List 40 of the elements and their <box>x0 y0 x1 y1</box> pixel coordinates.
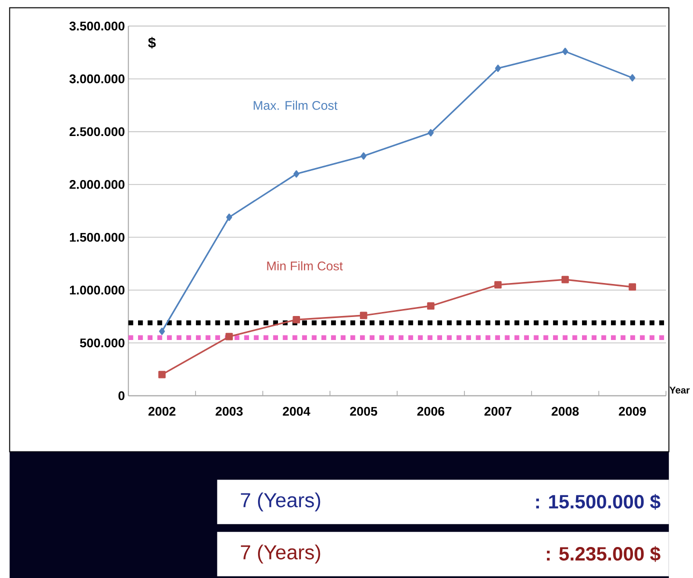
y-tick-label: 500.000 <box>80 338 124 348</box>
y-tick-label: 3.000.000 <box>69 74 124 84</box>
y-tick-label: 1.000.000 <box>70 286 124 294</box>
point <box>562 276 569 284</box>
point <box>159 328 165 335</box>
x-tick-label: 2002 <box>148 406 176 416</box>
point <box>628 283 636 291</box>
point <box>226 214 232 221</box>
point <box>494 281 502 288</box>
x-tick-label: 2005 <box>350 406 378 416</box>
x-axis-title: Year <box>670 386 690 394</box>
point <box>428 129 434 136</box>
point <box>158 370 166 378</box>
point <box>562 48 568 56</box>
point <box>629 74 636 82</box>
x-tick-label: 2006 <box>417 406 444 416</box>
x-tick-label: 2008 <box>552 406 579 416</box>
point <box>293 170 300 178</box>
text: : 5.235.000 $ <box>546 546 660 562</box>
point <box>495 64 501 72</box>
point <box>427 302 434 310</box>
x-tick-label: 2007 <box>484 406 512 416</box>
point <box>360 312 368 320</box>
text: : 15.500.000 $ <box>536 494 660 510</box>
x-tick-label: 2003 <box>216 406 243 416</box>
y-tick-label: 3.500.000 <box>69 22 124 30</box>
text: 7 (Years) <box>240 492 320 512</box>
text: Max. Film Cost <box>254 100 338 110</box>
text: Min Film Cost <box>267 261 343 270</box>
y-tick-label: 2.000.000 <box>70 180 124 189</box>
text: 7 (Years) <box>240 544 320 564</box>
point <box>226 332 233 340</box>
x-tick-label: 2009 <box>618 406 646 416</box>
y-tick-label: 0 <box>118 391 124 400</box>
y-axis-title: $ <box>148 36 156 49</box>
point <box>360 152 367 160</box>
y-tick-label: 2.500.000 <box>70 127 124 136</box>
point <box>292 316 300 324</box>
x-tick-label: 2004 <box>282 406 310 416</box>
y-tick-label: 1.500.000 <box>70 232 124 242</box>
